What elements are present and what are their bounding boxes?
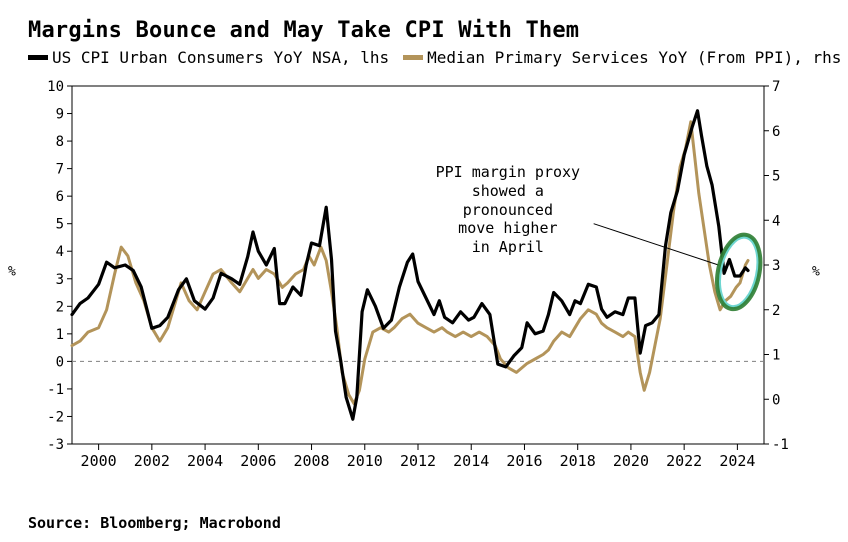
svg-text:2018: 2018 — [560, 452, 596, 470]
svg-text:2024: 2024 — [719, 452, 755, 470]
svg-text:2022: 2022 — [666, 452, 702, 470]
chart-page: Margins Bounce and May Take CPI With The… — [0, 0, 848, 542]
svg-text:2: 2 — [772, 303, 780, 319]
legend-item-cpi: US CPI Urban Consumers YoY NSA, lhs — [28, 48, 389, 67]
annotation-text: PPI margin proxy showed a pronounced mov… — [418, 163, 598, 257]
plot-svg: 2000200220042006200820102012201420162018… — [28, 78, 808, 478]
svg-text:2006: 2006 — [240, 452, 276, 470]
legend-label-cpi: US CPI Urban Consumers YoY NSA, lhs — [52, 48, 389, 67]
y-left-unit: % — [8, 265, 16, 280]
legend-swatch-ppi — [403, 55, 423, 60]
svg-text:2014: 2014 — [453, 452, 489, 470]
svg-text:-1: -1 — [772, 437, 789, 453]
chart-title: Margins Bounce and May Take CPI With The… — [28, 18, 579, 43]
svg-text:2004: 2004 — [187, 452, 223, 470]
svg-text:2000: 2000 — [81, 452, 117, 470]
legend-swatch-cpi — [28, 55, 48, 60]
svg-text:2010: 2010 — [347, 452, 383, 470]
svg-text:2: 2 — [56, 299, 64, 315]
legend-label-ppi: Median Primary Services YoY (From PPI), … — [427, 48, 841, 67]
svg-text:3: 3 — [56, 272, 64, 288]
svg-text:0: 0 — [56, 354, 64, 370]
svg-text:1: 1 — [772, 348, 780, 364]
svg-text:10: 10 — [47, 79, 64, 95]
svg-text:-3: -3 — [47, 437, 64, 453]
legend-item-ppi: Median Primary Services YoY (From PPI), … — [403, 48, 841, 67]
svg-text:6: 6 — [56, 189, 64, 205]
source-text: Source: Bloomberg; Macrobond — [28, 514, 281, 532]
svg-text:4: 4 — [772, 213, 780, 229]
svg-text:2012: 2012 — [400, 452, 436, 470]
svg-text:5: 5 — [772, 169, 780, 185]
svg-text:2002: 2002 — [134, 452, 170, 470]
svg-text:2008: 2008 — [293, 452, 329, 470]
svg-text:2016: 2016 — [506, 452, 542, 470]
svg-text:4: 4 — [56, 244, 64, 260]
svg-text:0: 0 — [772, 392, 780, 408]
svg-text:8: 8 — [56, 134, 64, 150]
y-right-unit: % — [812, 265, 820, 280]
svg-text:9: 9 — [56, 107, 64, 123]
svg-text:5: 5 — [56, 217, 64, 233]
svg-text:7: 7 — [56, 162, 64, 178]
svg-text:7: 7 — [772, 79, 780, 95]
plot-area: 2000200220042006200820102012201420162018… — [28, 78, 808, 478]
chart-legend: US CPI Urban Consumers YoY NSA, lhs Medi… — [28, 48, 841, 67]
svg-text:3: 3 — [772, 258, 780, 274]
svg-text:6: 6 — [772, 124, 780, 140]
svg-text:2020: 2020 — [613, 452, 649, 470]
svg-text:-2: -2 — [47, 409, 64, 425]
svg-text:-1: -1 — [47, 382, 64, 398]
svg-text:1: 1 — [56, 327, 64, 343]
